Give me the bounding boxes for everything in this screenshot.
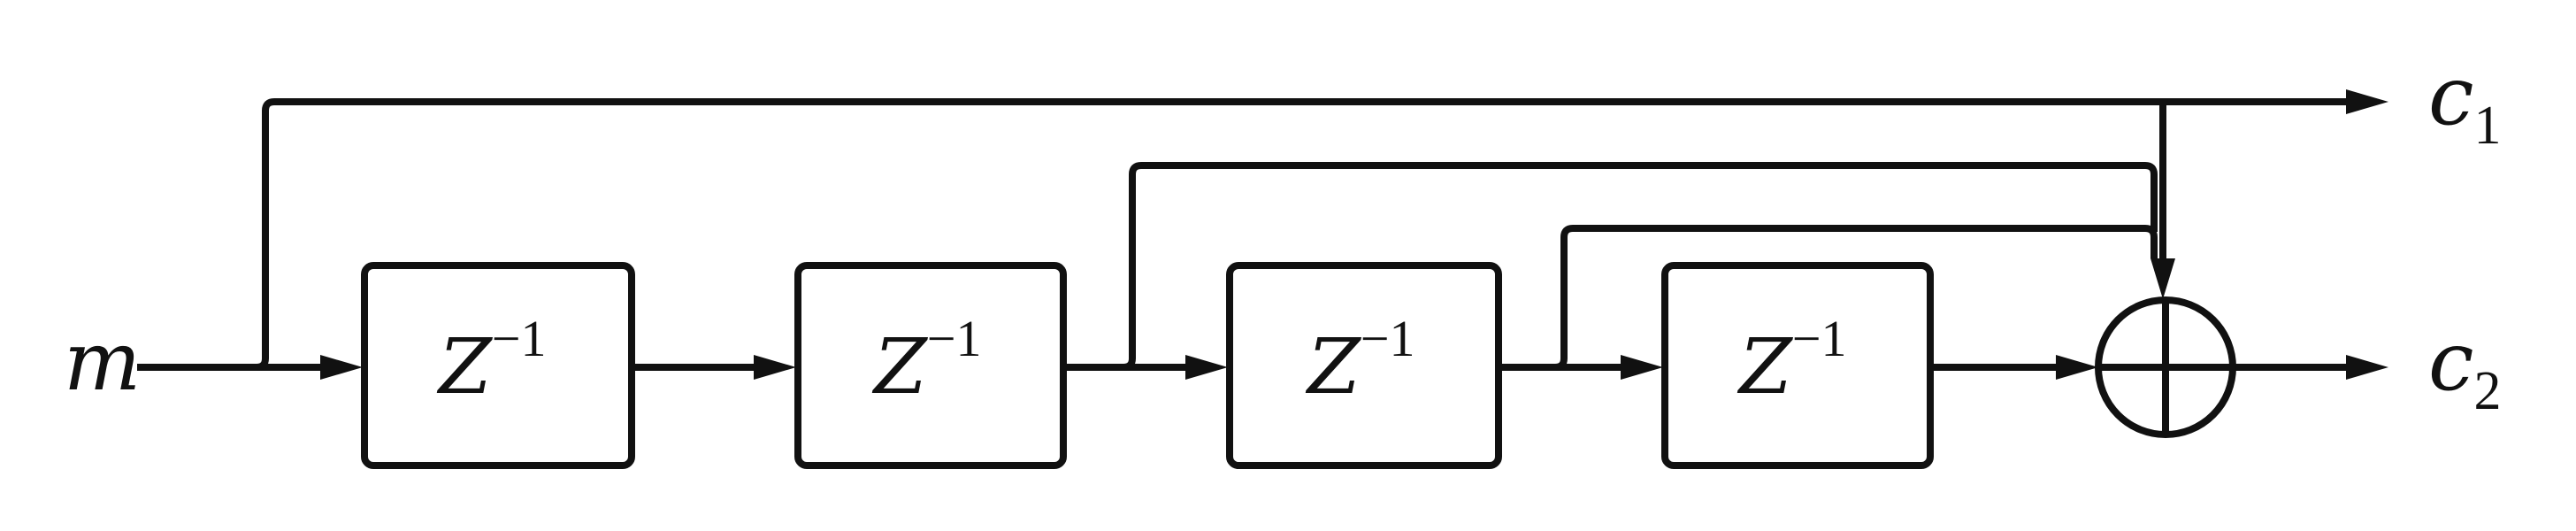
delay-block-2: Z−1 [798, 266, 1063, 466]
arrow-into-block3 [1185, 355, 1228, 380]
arrow-into-adder [2056, 355, 2098, 380]
arrow-out-c1 [2346, 89, 2388, 114]
arrow-into-block1 [320, 355, 363, 380]
delay-block-4: Z−1 [1665, 266, 1930, 466]
output-label-c2: c2 [2428, 314, 2502, 421]
input-label-m: m [64, 314, 141, 409]
arrow-into-block2 [754, 355, 796, 380]
arrow-into-block4 [1621, 355, 1663, 380]
circled-plus-icon [2098, 300, 2233, 435]
delay-block-3: Z−1 [1230, 266, 1499, 466]
delay-block-1: Z−1 [364, 266, 632, 466]
arrow-down-into-adder [2150, 258, 2175, 299]
output-label-c1: c1 [2428, 49, 2502, 156]
arrow-out-c2 [2346, 355, 2388, 380]
